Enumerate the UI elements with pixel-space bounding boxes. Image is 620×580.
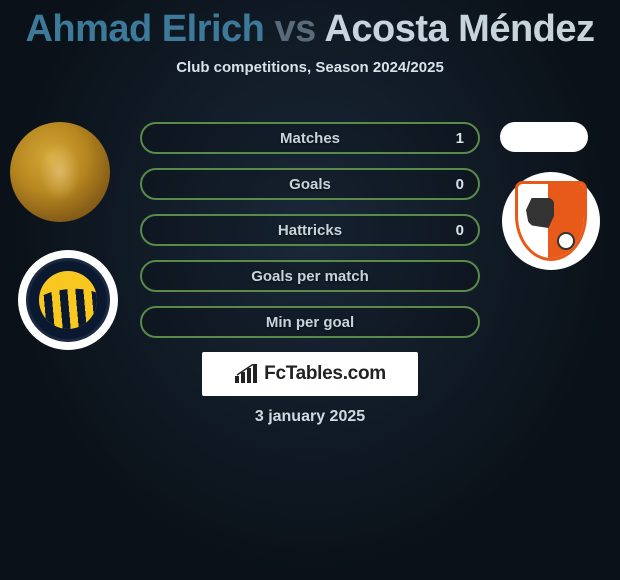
stat-label: Goals per match (251, 268, 369, 285)
player2-avatar (500, 122, 588, 152)
stat-row-matches: Matches 1 (140, 122, 480, 154)
player1-avatar (10, 122, 110, 222)
comparison-title: Ahmad Elrich vs Acosta Méndez (0, 0, 620, 51)
roar-shield (515, 181, 587, 261)
roar-ball-icon (557, 232, 575, 250)
player1-photo (10, 122, 110, 222)
stat-label: Matches (280, 130, 340, 147)
vs-separator: vs (274, 8, 315, 50)
source-brand-box: FcTables.com (202, 352, 418, 396)
stats-container: Matches 1 Goals 0 Hattricks 0 Goals per … (140, 122, 480, 352)
player1-name: Ahmad Elrich (25, 8, 264, 50)
stat-row-min-per-goal: Min per goal (140, 306, 480, 338)
stat-label: Hattricks (278, 222, 342, 239)
brand-text: FcTables.com (264, 363, 386, 385)
player2-name: Acosta Méndez (324, 8, 594, 50)
stat-right-value: 1 (456, 130, 464, 147)
mariners-badge-disc (39, 271, 97, 329)
mariners-badge-ring (26, 258, 110, 342)
stat-row-hattricks: Hattricks 0 (140, 214, 480, 246)
bar-chart-icon (234, 364, 258, 384)
player2-club-badge (502, 172, 600, 270)
stat-label: Goals (289, 176, 331, 193)
stat-right-value: 0 (456, 222, 464, 239)
stat-right-value: 0 (456, 176, 464, 193)
stat-row-goals: Goals 0 (140, 168, 480, 200)
competition-subtitle: Club competitions, Season 2024/2025 (0, 59, 620, 76)
player1-club-badge (18, 250, 118, 350)
stat-label: Min per goal (266, 314, 354, 331)
stat-row-goals-per-match: Goals per match (140, 260, 480, 292)
comparison-date: 3 january 2025 (0, 408, 620, 426)
